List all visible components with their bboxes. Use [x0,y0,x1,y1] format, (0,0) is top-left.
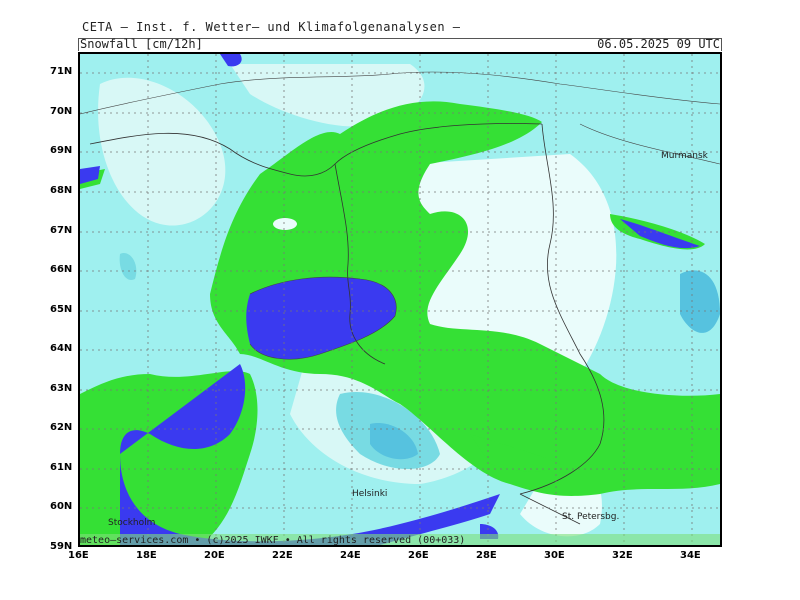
lat-label: 69N [50,145,73,156]
blue-zone-north [220,54,242,67]
valid-datetime: 06.05.2025 09 UTC [597,37,720,51]
blue-zone-kola [620,219,700,249]
country-borders [89,123,605,525]
lat-label: 65N [50,304,73,315]
map-canvas [80,54,720,545]
lat-label: 71N [50,66,73,77]
city-label-st-petersburg: St. Petersbg. [562,512,620,522]
lat-label: 64N [50,343,73,354]
green-zone-finland-south [470,434,560,472]
lat-label: 66N [50,264,73,275]
lon-label: 18E [136,550,157,561]
dark-cyan-patch-east [680,270,720,333]
credit-strip [80,534,720,545]
product-label: Snowfall [cm/12h] [80,37,203,51]
lon-label: 32E [612,550,633,561]
snow-free-hole [273,218,297,230]
title-bar [78,38,722,51]
lon-label: 22E [272,550,293,561]
pale-patch-north [230,64,425,127]
city-label-stockholm: Stockholm [108,518,156,528]
blue-zone-bothnia [246,277,397,360]
lon-label: 24E [340,550,361,561]
lat-label: 63N [50,383,73,394]
lon-label: 16E [68,550,89,561]
lon-label: 26E [408,550,429,561]
blue-zone-norway-coast [80,166,100,184]
lat-label: 61N [50,462,73,473]
blue-zone-baltic [120,364,500,545]
lon-label: 28E [476,550,497,561]
lat-label: 59N [50,541,73,552]
dark-cyan-patch [370,423,418,460]
lon-label: 34E [680,550,701,561]
lat-label: 60N [50,501,73,512]
lat-label: 62N [50,422,73,433]
lat-label: 70N [50,106,73,117]
lon-label: 30E [544,550,565,561]
pale-patch [98,77,226,226]
green-zone-central [210,101,720,496]
copyright-credit: meteo—services.com • (c)2025 IWKF • All … [80,535,466,546]
mid-cyan-patch-west [119,253,137,280]
snowfall-map [78,52,722,547]
lat-label: 68N [50,185,73,196]
lat-lon-grid [80,54,720,545]
lat-label: 67N [50,225,73,236]
organization-title: CETA — Inst. f. Wetter— und Klimafolgena… [82,20,461,34]
coastlines [80,71,720,360]
city-label-murmansk: Murmansk [661,151,708,161]
city-label-helsinki: Helsinki [352,489,388,499]
lon-label: 20E [204,550,225,561]
